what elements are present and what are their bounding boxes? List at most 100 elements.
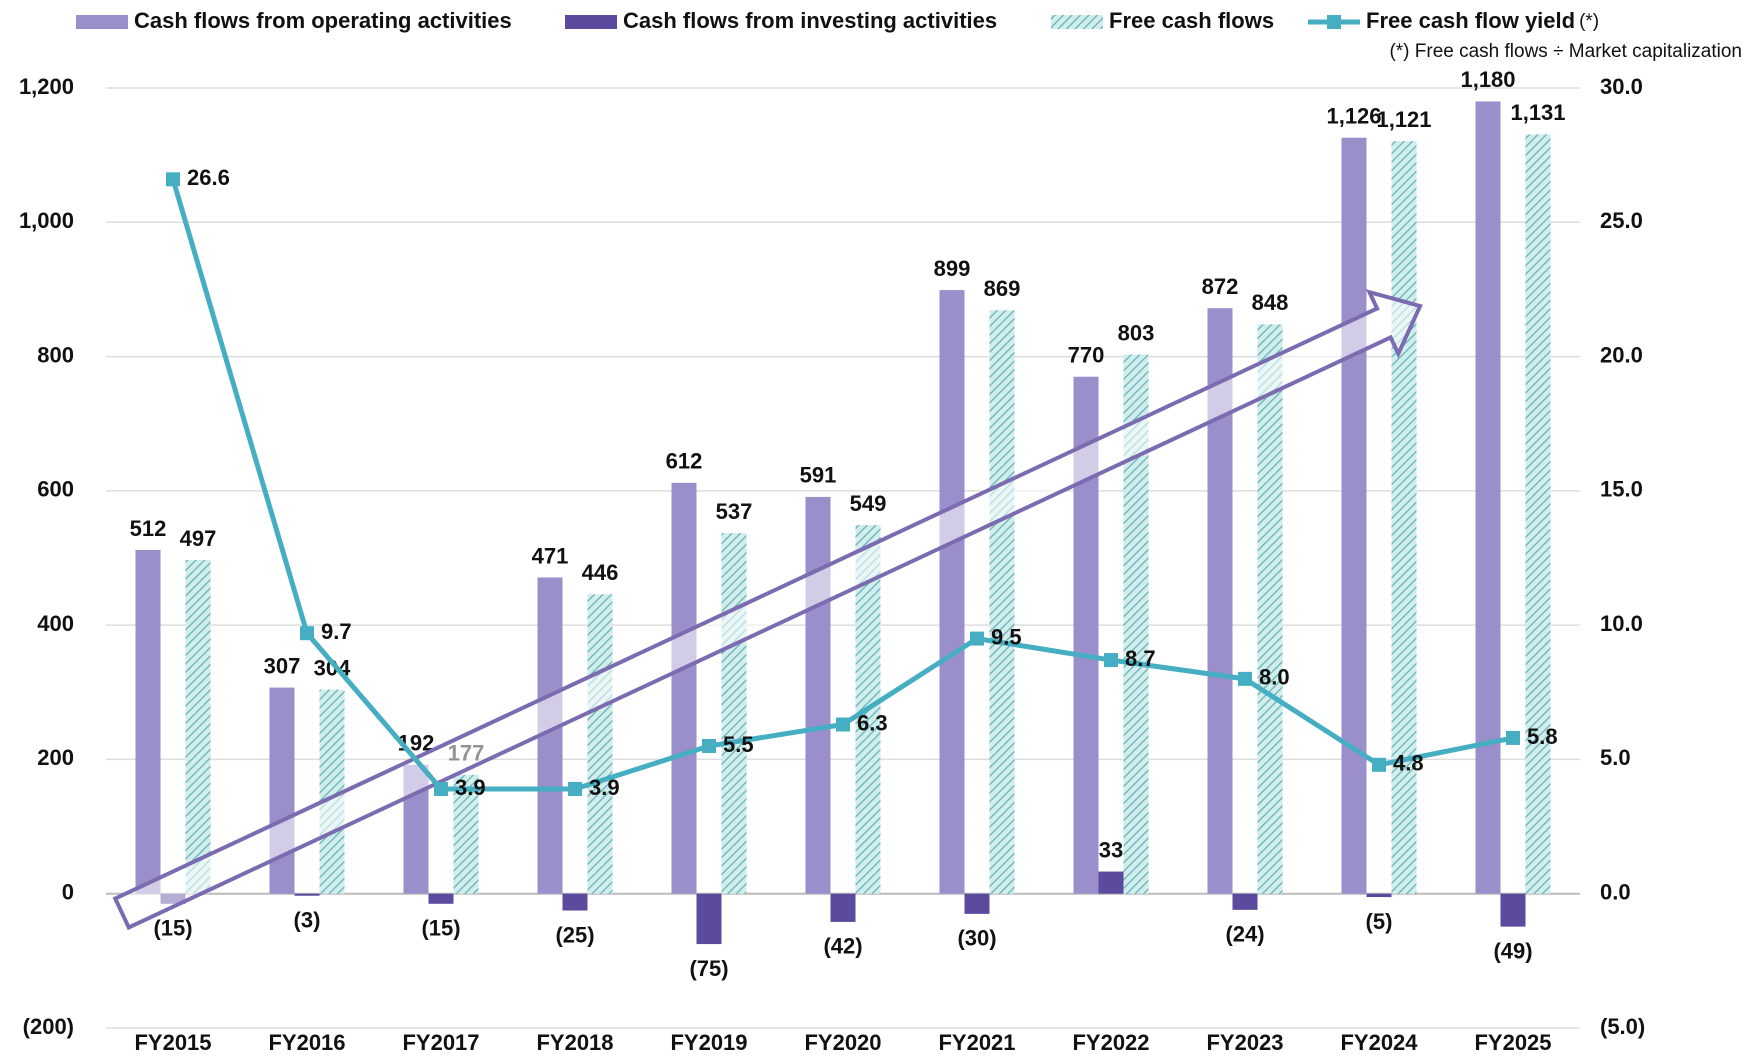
bar — [1500, 893, 1526, 927]
value-label: (24) — [1225, 922, 1264, 947]
legend-note-marker: (*) — [1579, 11, 1599, 32]
value-label: 307 — [264, 653, 301, 678]
bar — [1525, 134, 1551, 894]
value-label: 1,126 — [1326, 103, 1381, 128]
value-label: (75) — [689, 956, 728, 981]
y-tick-label: 0 — [62, 880, 74, 905]
footnote: (*) Free cash flows ÷ Market capitalizat… — [1389, 41, 1742, 62]
value-label: 446 — [582, 560, 619, 585]
line-marker — [300, 626, 314, 641]
value-label: 612 — [666, 449, 703, 474]
line-marker — [166, 172, 180, 187]
bar — [562, 893, 588, 911]
y-tick-label: 1,000 — [19, 208, 74, 233]
y-tick-label: (200) — [23, 1014, 74, 1039]
value-label: (49) — [1493, 938, 1532, 963]
x-tick-label: FY2023 — [1206, 1030, 1283, 1055]
value-label: 471 — [532, 543, 569, 568]
bar — [721, 533, 747, 894]
bar — [830, 893, 856, 922]
y2-tick-label: 25.0 — [1600, 208, 1643, 233]
bar — [294, 893, 320, 896]
value-label: (42) — [823, 934, 862, 959]
x-tick-label: FY2025 — [1474, 1030, 1551, 1055]
line — [170, 178, 1514, 792]
value-label: (15) — [421, 916, 460, 941]
x-tick-label: FY2022 — [1072, 1030, 1149, 1055]
line-marker — [836, 717, 850, 732]
line-marker — [1372, 757, 1386, 772]
bar — [269, 687, 295, 894]
x-tick-label: FY2018 — [536, 1030, 613, 1055]
y2-tick-label: 20.0 — [1600, 342, 1643, 367]
value-label: 3.9 — [455, 775, 486, 800]
value-label: 549 — [850, 491, 887, 516]
line-marker — [1238, 671, 1252, 686]
value-label: (15) — [153, 916, 192, 941]
value-label: 1,131 — [1510, 100, 1565, 125]
bar — [805, 496, 831, 894]
bar — [696, 893, 722, 945]
value-label: 1,180 — [1460, 67, 1515, 92]
bar — [1391, 141, 1417, 894]
y-tick-label: 400 — [37, 611, 74, 636]
value-label: 869 — [984, 276, 1021, 301]
legend-label: Free cash flow yield — [1366, 8, 1575, 33]
line-marker — [1104, 653, 1118, 668]
value-label: (30) — [957, 926, 996, 951]
legend-swatch — [1327, 15, 1341, 29]
x-tick-label: FY2015 — [134, 1030, 211, 1055]
y2-tick-label: 15.0 — [1600, 477, 1643, 502]
legend-swatch — [565, 15, 617, 29]
value-label: (25) — [555, 922, 594, 947]
value-label: 872 — [1202, 274, 1239, 299]
y-tick-label: 200 — [37, 745, 74, 770]
value-label: 6.3 — [857, 710, 888, 735]
line-marker — [1506, 730, 1520, 745]
value-label: 5.5 — [723, 732, 754, 757]
x-tick-label: FY2021 — [938, 1030, 1015, 1055]
value-label: 591 — [800, 463, 837, 488]
legend-label: Cash flows from operating activities — [134, 8, 512, 33]
value-label: 497 — [180, 526, 217, 551]
y-tick-label: 1,200 — [19, 74, 74, 99]
legend-swatch — [76, 15, 128, 29]
line-marker — [568, 781, 582, 796]
line-marker — [702, 739, 716, 753]
bar — [1475, 101, 1501, 894]
bar — [1257, 324, 1283, 894]
bar — [1366, 893, 1392, 898]
legend-label: Free cash flows — [1109, 8, 1274, 33]
value-label: 33 — [1099, 837, 1123, 862]
y-tick-label: 600 — [37, 477, 74, 502]
legend-swatch — [1051, 15, 1103, 29]
y2-tick-label: (5.0) — [1600, 1014, 1645, 1039]
value-label: 8.0 — [1259, 665, 1290, 690]
value-label: 26.6 — [187, 165, 230, 190]
bar — [671, 482, 697, 894]
value-label: (3) — [294, 908, 321, 933]
line-marker — [434, 781, 448, 796]
value-label: 4.8 — [1393, 751, 1424, 776]
value-label: 770 — [1068, 343, 1105, 368]
x-tick-label: FY2016 — [268, 1030, 345, 1055]
value-label: 848 — [1252, 290, 1289, 315]
bar — [135, 549, 161, 894]
bar — [939, 290, 965, 894]
value-label: 899 — [934, 256, 971, 281]
line-marker — [970, 631, 984, 646]
bar — [428, 893, 454, 904]
bar — [1098, 871, 1124, 894]
value-label: (5) — [1366, 909, 1393, 934]
bar — [1232, 893, 1258, 910]
bar — [185, 560, 211, 894]
trend-arrow — [112, 289, 1423, 931]
y-tick-label: 800 — [37, 342, 74, 367]
value-label: 3.9 — [589, 775, 620, 800]
legend-label: Cash flows from investing activities — [623, 8, 997, 33]
value-label: 1,121 — [1376, 107, 1431, 132]
bar — [989, 310, 1015, 894]
x-tick-label: FY2024 — [1340, 1030, 1418, 1055]
y2-tick-label: 5.0 — [1600, 745, 1631, 770]
bar — [964, 893, 990, 914]
